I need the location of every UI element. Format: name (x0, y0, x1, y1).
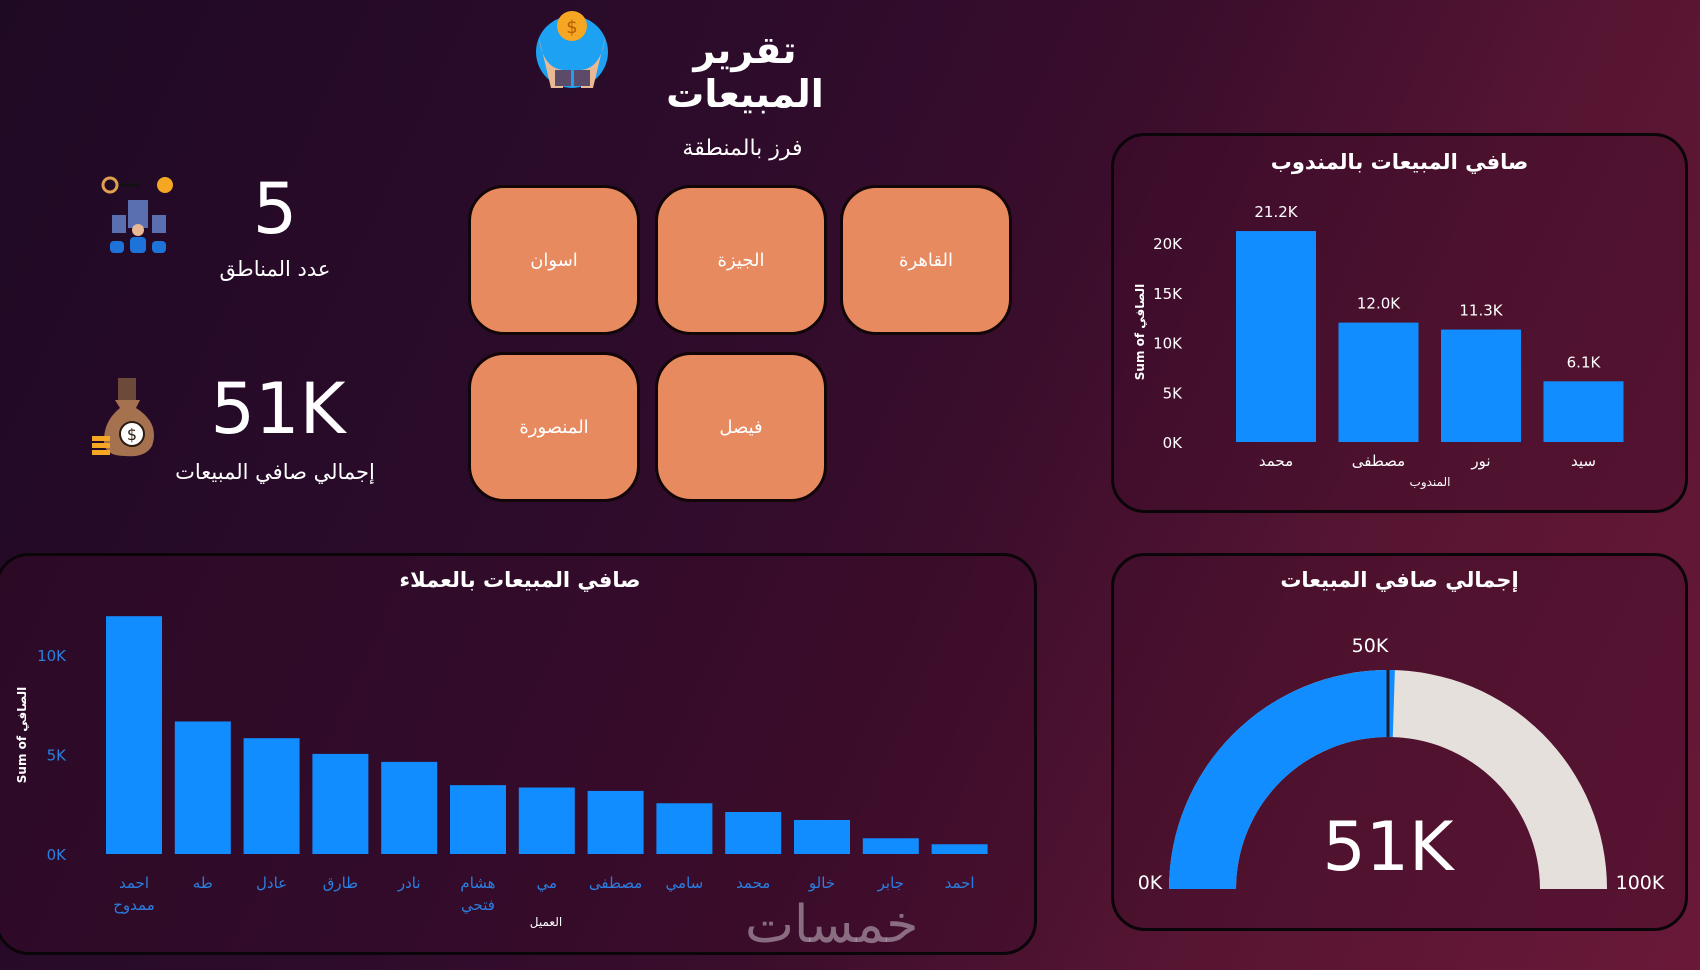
x-tick-label: سامي (666, 874, 704, 893)
data-label: 11.3K (1459, 302, 1503, 320)
x-tick-label: مي (537, 874, 558, 893)
x-tick-label: جابر (877, 874, 904, 892)
bar (794, 819, 850, 854)
bar (656, 803, 713, 854)
total-sales-value: 51K (210, 368, 346, 450)
bar (862, 838, 919, 854)
bar (450, 785, 506, 854)
x-tick-label: خالو (808, 874, 835, 892)
bar (174, 721, 231, 854)
slicer-option-mansoura[interactable]: المنصورة (468, 352, 640, 502)
svg-text:$: $ (127, 425, 137, 444)
bar (1236, 231, 1316, 442)
slicer-option-cairo[interactable]: القاهرة (840, 185, 1012, 335)
gauge-min-label: 0K (1138, 872, 1163, 894)
data-label: 6.1K (1567, 353, 1602, 371)
watermark-logo: خمسات (745, 895, 919, 955)
x-tick-label: نور (1470, 452, 1490, 470)
regions-count-value: 5 (252, 168, 298, 250)
x-tick-label: مصطفى (589, 874, 642, 892)
x-tick-label: طارق (323, 874, 358, 892)
bar (1543, 381, 1624, 442)
bar (1441, 329, 1521, 442)
bar (725, 812, 782, 854)
money-bag-icon: $ (90, 378, 160, 462)
y-tick-label: 5K (47, 747, 68, 765)
total-sales-label: إجمالي صافي المبيعات (175, 460, 375, 484)
y-tick-label: 5K (1163, 384, 1184, 402)
gauge-target-label: 50K (1352, 635, 1389, 657)
sales-by-rep-title: صافي المبيعات بالمندوب (1270, 150, 1529, 174)
sales-by-customer-card (0, 553, 1037, 955)
x-axis-title: العميل (530, 915, 562, 929)
y-tick-label: 10K (1153, 335, 1183, 353)
x-tick-label: عادل (256, 874, 287, 892)
hands-coin-icon: $ (536, 11, 608, 88)
slicer-option-faisal[interactable]: فيصل (655, 352, 827, 502)
bar (381, 761, 438, 854)
bar (518, 787, 575, 854)
x-tick-label: احمد (119, 874, 149, 892)
y-axis-title: Sum of الصافي (1133, 284, 1147, 380)
y-tick-label: 0K (47, 846, 68, 864)
regions-count-label: عدد المناطق (219, 257, 331, 281)
x-tick-label: احمد (945, 874, 975, 892)
y-tick-label: 0K (1163, 434, 1184, 452)
bar (243, 738, 300, 854)
gauge-fill (1169, 670, 1395, 889)
gauge-value: 51K (1322, 808, 1456, 887)
header-logo: $ (533, 8, 611, 88)
slicer-option-giza[interactable]: الجيزة (655, 185, 827, 335)
data-label: 12.0K (1357, 295, 1401, 313)
x-tick-label: طه (193, 874, 213, 892)
x-tick-label: مصطفى (1352, 452, 1405, 470)
gauge-max-label: 100K (1616, 872, 1665, 894)
slicer-option-aswan[interactable]: اسوان (468, 185, 640, 335)
y-tick-label: 20K (1153, 235, 1183, 253)
y-tick-label: 10K (37, 647, 67, 665)
page-title: تقرير المبيعات (666, 28, 824, 116)
svg-text:$: $ (566, 17, 577, 38)
gauge-title: إجمالي صافي المبيعات (1280, 568, 1519, 592)
x-tick-label: هشام (460, 874, 495, 892)
bar (587, 790, 644, 854)
x-tick-label: سيد (1571, 452, 1596, 470)
x-tick-label: محمد (1259, 452, 1293, 470)
regions-people-icon (100, 175, 180, 259)
bar (1338, 322, 1419, 442)
bar (931, 844, 988, 854)
slicer-title: فرز بالمنطقة (682, 136, 803, 161)
sales-by-customer-title: صافي المبيعات بالعملاء (399, 568, 641, 592)
y-axis-title: Sum of الصافي (15, 687, 29, 783)
x-tick-label: ممدوح (113, 896, 155, 914)
x-tick-label: محمد (736, 874, 770, 892)
x-axis-title: المندوب (1410, 475, 1451, 490)
data-label: 21.2K (1254, 203, 1298, 221)
y-tick-label: 15K (1153, 285, 1183, 303)
bar (106, 616, 162, 854)
x-tick-label: نادر (397, 874, 421, 892)
bar (312, 753, 369, 854)
x-tick-label: فتحي (461, 896, 495, 915)
